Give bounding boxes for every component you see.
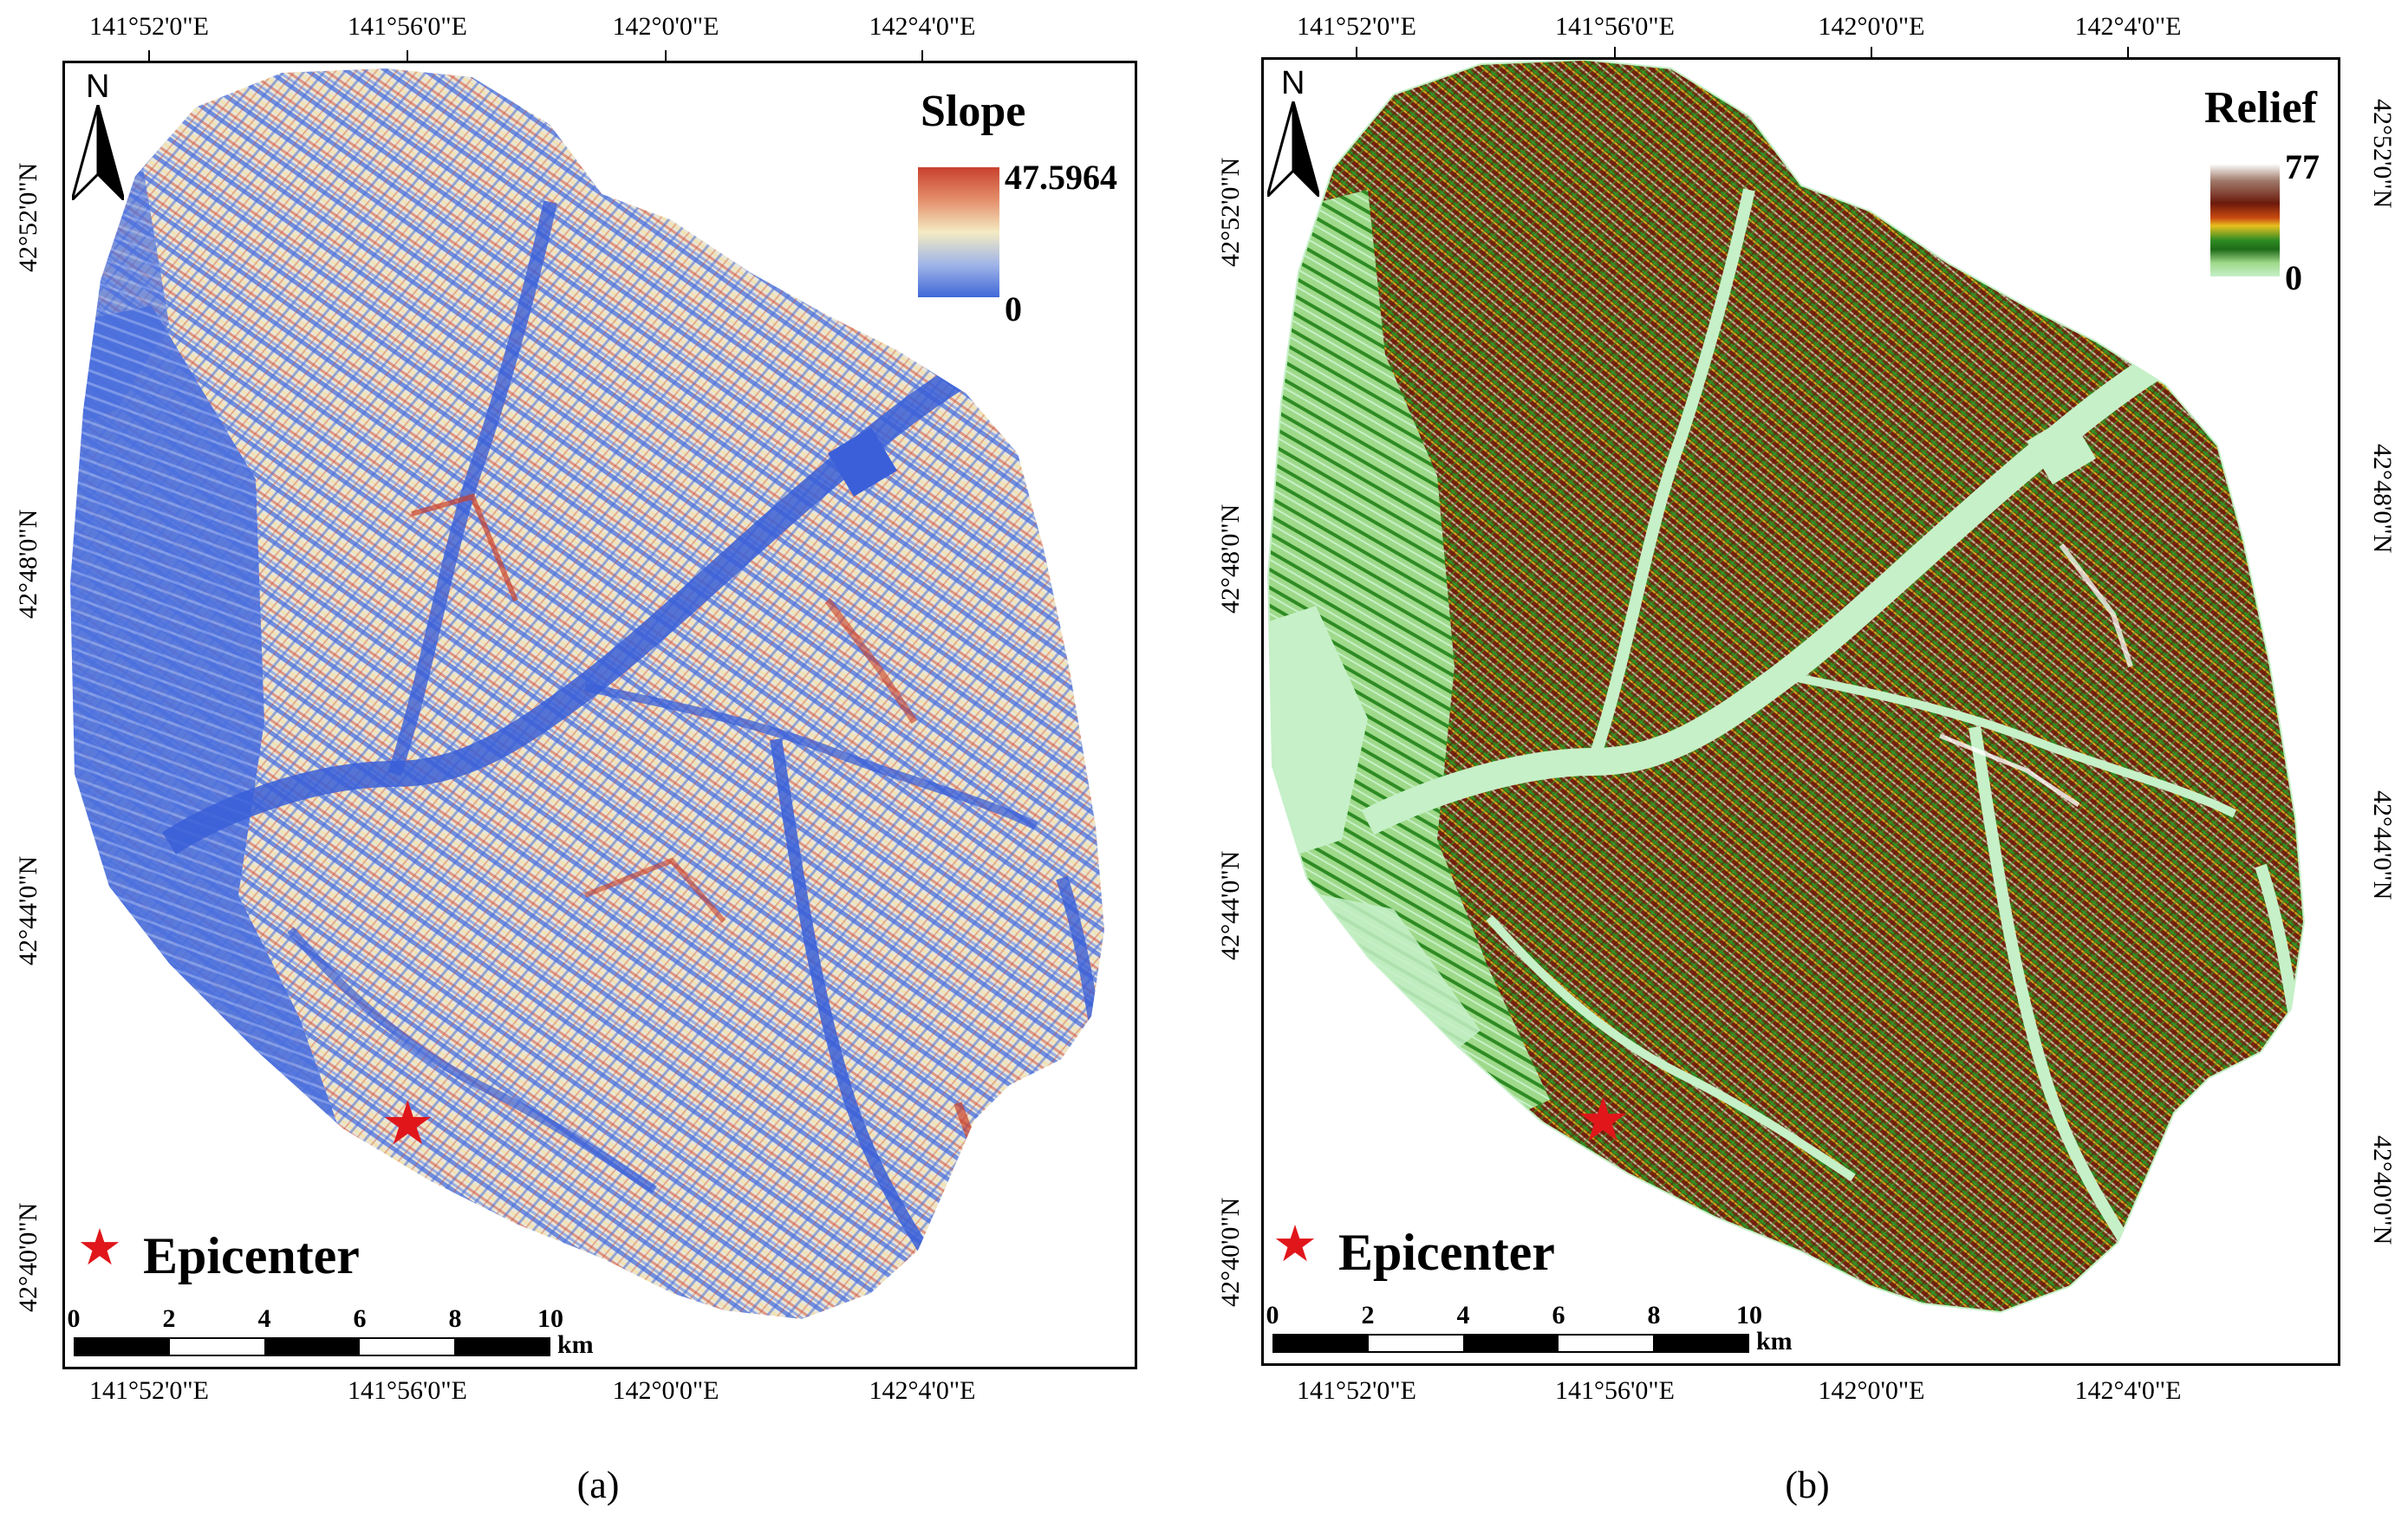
lon-label-top-1: 141°52'0"E <box>1297 12 1416 41</box>
panel-b: 141°52'0"E 141°56'0"E 142°0'0"E 142°4'0"… <box>1204 0 2408 1521</box>
scale-tick-6: 6 <box>1552 1301 1565 1329</box>
tick-mark <box>1356 47 1357 57</box>
tick-mark <box>407 50 408 61</box>
lat-label-right-3: 42°44'0"N <box>2368 790 2397 900</box>
legend-min-value: 0 <box>2285 258 2302 297</box>
epicenter-legend-star-icon: ★ <box>1272 1216 1318 1272</box>
lon-label-bottom-4: 142°4'0"E <box>2074 1376 2182 1405</box>
lat-label-left-2: 42°48'0"N <box>14 509 42 619</box>
lat-label-left-3: 42°44'0"N <box>14 855 42 965</box>
tick-mark <box>1871 47 1872 57</box>
lat-label-left-4: 42°40'0"N <box>14 1202 42 1312</box>
tick-mark <box>921 50 923 61</box>
scale-tick-4: 4 <box>1456 1301 1470 1329</box>
lon-label-bottom-4: 142°4'0"E <box>869 1376 976 1405</box>
scale-bar <box>1272 1334 1749 1353</box>
legend-max-value: 77 <box>2285 147 2320 186</box>
lon-label-bottom-3: 142°0'0"E <box>1818 1376 1925 1405</box>
lat-label-left-3: 42°44'0"N <box>1216 850 1245 960</box>
scale-tick-10: 10 <box>537 1304 563 1333</box>
lon-label-top-2: 141°56'0"E <box>1555 12 1675 41</box>
lon-label-bottom-3: 142°0'0"E <box>612 1376 719 1405</box>
lon-label-top-4: 142°4'0"E <box>869 12 976 41</box>
scale-tick-6: 6 <box>353 1304 367 1333</box>
lon-label-top-3: 142°0'0"E <box>612 12 719 41</box>
lat-label-right-4: 42°40'0"N <box>2368 1135 2397 1245</box>
lon-label-top-2: 141°56'0"E <box>348 12 467 41</box>
legend-min-value: 0 <box>1005 289 1022 328</box>
scale-tick-2: 2 <box>1361 1301 1375 1329</box>
scale-tick-8: 8 <box>448 1304 462 1333</box>
relief-color-ramp <box>2210 164 2280 276</box>
epicenter-legend-star-icon: ★ <box>77 1219 122 1276</box>
lon-label-bottom-2: 141°56'0"E <box>348 1376 467 1405</box>
panel-a: 141°52'0"E 141°56'0"E 142°0'0"E 142°4'0"… <box>14 12 1141 1506</box>
lon-label-bottom-2: 141°56'0"E <box>1555 1376 1675 1405</box>
scale-tick-2: 2 <box>162 1304 176 1333</box>
scale-tick-0: 0 <box>1266 1301 1279 1329</box>
lon-label-top-3: 142°0'0"E <box>1818 12 1925 41</box>
slope-color-ramp <box>918 167 999 297</box>
legend-max-value: 47.5964 <box>1005 158 1117 197</box>
tick-mark <box>2127 47 2129 57</box>
scale-tick-10: 10 <box>1736 1301 1762 1329</box>
tick-mark <box>665 50 667 61</box>
legend-title: Relief <box>2204 83 2317 133</box>
epicenter-marker-icon: ★ <box>1576 1088 1630 1154</box>
panel-caption-b: (b) <box>1785 1464 1830 1506</box>
tick-mark <box>148 50 150 61</box>
relief-map <box>1266 60 2306 1314</box>
epicenter-legend-label: Epicenter <box>143 1227 360 1284</box>
north-arrow-icon <box>1267 101 1319 197</box>
lon-label-top-4: 142°4'0"E <box>2074 12 2182 41</box>
lon-label-bottom-1: 141°52'0"E <box>1297 1376 1416 1405</box>
epicenter-legend-label: Epicenter <box>1338 1224 1555 1281</box>
north-label: N <box>1281 65 1305 101</box>
scale-tick-4: 4 <box>257 1304 271 1333</box>
epicenter-marker-icon: ★ <box>381 1091 435 1158</box>
lat-label-left-1: 42°52'0"N <box>1216 157 1245 267</box>
north-label: N <box>86 68 110 105</box>
legend-title: Slope <box>921 87 1026 136</box>
tick-mark <box>1614 47 1616 57</box>
lon-label-top-1: 141°52'0"E <box>89 12 209 41</box>
scale-tick-0: 0 <box>67 1304 81 1333</box>
panel-caption-a: (a) <box>576 1464 620 1506</box>
map-frame-relief: N Relief 77 0 ★ ★ Epicenter 0 2 4 6 8 10… <box>1261 57 2340 1366</box>
map-frame-slope: N Slope 47.5964 0 ★ ★ Epicenter 0 2 4 6 … <box>62 61 1137 1369</box>
north-arrow-icon <box>72 105 124 200</box>
lat-label-left-1: 42°52'0"N <box>14 162 42 272</box>
scale-unit: km <box>1756 1327 1793 1355</box>
scale-tick-8: 8 <box>1647 1301 1661 1329</box>
scale-bar <box>74 1337 550 1356</box>
lat-label-left-2: 42°48'0"N <box>1216 504 1245 614</box>
scale-unit: km <box>557 1330 594 1359</box>
lat-label-right-1: 42°52'0"N <box>2368 99 2397 209</box>
lat-label-left-4: 42°40'0"N <box>1216 1197 1245 1307</box>
lat-label-right-2: 42°48'0"N <box>2368 444 2397 554</box>
lon-label-bottom-1: 141°52'0"E <box>89 1376 209 1405</box>
